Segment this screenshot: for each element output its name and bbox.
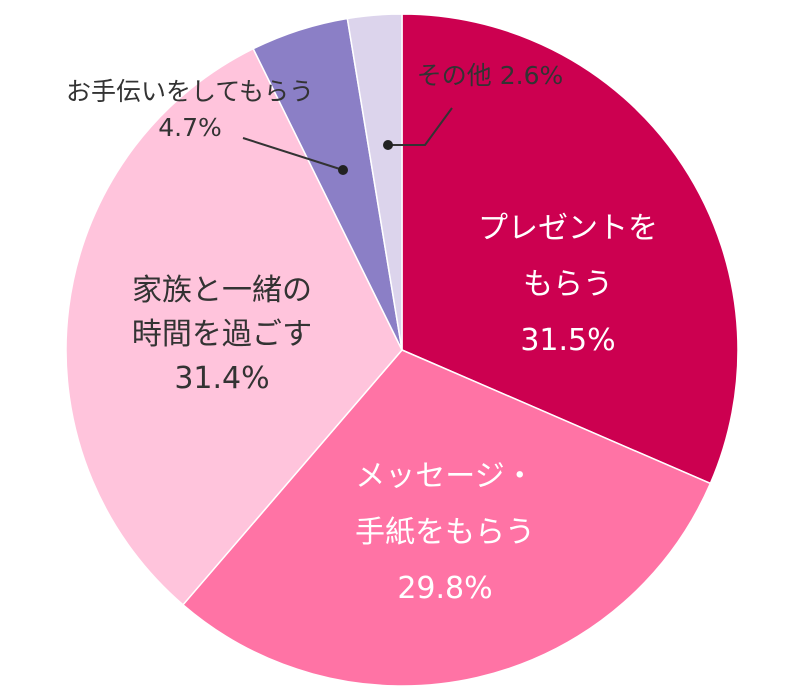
slice-label-0: プレゼントをもらう 31.5%: [478, 211, 658, 358]
pie-slices: [65, 13, 739, 687]
leader-dot-otetsudai: [338, 165, 348, 175]
slice-label-line: 時間を過ごす: [132, 317, 312, 352]
pie-slice-2: [65, 47, 403, 606]
slice-value: 29.8%: [397, 571, 492, 606]
slice-labels: プレゼントをもらう 31.5% メッセージ・手紙をもらう 29.8% 家族と一緒の時間を…: [66, 61, 658, 606]
slice-label-line: もらう: [523, 267, 613, 302]
pie-slice-1: [181, 349, 712, 687]
leader-line-otetsudai: [242, 137, 344, 171]
pie-slice-0: [401, 13, 739, 485]
pie-slice-4: [346, 13, 403, 351]
slice-label-line: プレゼントを: [478, 211, 658, 246]
slice-value: 31.4%: [174, 361, 269, 396]
slice-value: 4.7%: [158, 113, 222, 142]
slice-label-2: 家族と一緒の時間を過ごす 31.4%: [132, 273, 312, 396]
slice-value: 31.5%: [520, 323, 615, 358]
slice-label-1: メッセージ・手紙をもらう 29.8%: [355, 459, 535, 606]
leader-line-sonota: [388, 107, 453, 146]
slice-label-line: メッセージ・: [355, 459, 534, 494]
slice-label-line: お手伝いをしてもらう: [66, 77, 314, 106]
slice-label-line: 手紙をもらう: [355, 515, 535, 550]
leader-lines: [242, 107, 453, 175]
slice-label-3: お手伝いをしてもらう 4.7%: [66, 77, 314, 142]
slice-label-text: その他 2.6%: [417, 61, 563, 90]
slice-label-4: その他 2.6%: [417, 61, 563, 90]
slice-label-line: 家族と一緒の: [132, 273, 312, 308]
leader-dot-sonota: [383, 140, 393, 150]
